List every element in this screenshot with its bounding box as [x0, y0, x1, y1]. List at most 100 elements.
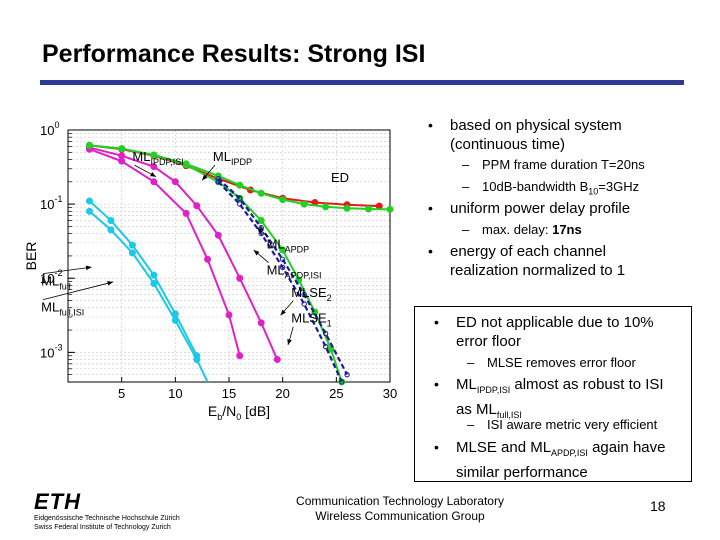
sub-frame-duration: – PPM frame duration T=20ns	[462, 157, 645, 172]
annotation-arrowhead	[202, 174, 208, 181]
series-point-ML_APDP	[343, 204, 351, 212]
bullet-text: MLSE and ML	[456, 439, 552, 456]
sub-mlse-floor: – MLSE removes error floor	[467, 355, 636, 370]
series-point-ML_APDP	[257, 189, 265, 197]
annotation-label: ED	[331, 170, 349, 185]
series-point-MLSE_1	[322, 330, 329, 337]
series-point-ML_IPDP	[225, 311, 233, 319]
series-point-ML_IPDP	[204, 255, 212, 263]
bullet-ed: • ED not applicable due to 10% error floo…	[434, 314, 654, 350]
annotation-label: MLIPDP	[213, 149, 252, 167]
page-number: 18	[650, 498, 666, 514]
sub-text: =3GHz	[598, 179, 640, 194]
bullet-power-delay: • uniform power delay profile	[428, 200, 631, 217]
series-point-ML_IPDP	[182, 209, 190, 217]
annotation-label: MLAPDP	[267, 237, 310, 255]
annotation-arrow	[43, 266, 92, 275]
subscript: IPDP,ISI	[476, 385, 511, 395]
series-point-MLSE_2	[237, 201, 243, 207]
series-point-ML_full,ISI	[150, 271, 158, 279]
bullet-text: ML	[456, 376, 477, 393]
series-point-ML_full	[85, 207, 93, 215]
series-point-ML_APDP	[386, 205, 394, 213]
bullet-text: again have similar performance	[456, 439, 666, 481]
series-point-ML_APDP,ISI	[257, 217, 265, 225]
annotation-arrowhead	[280, 309, 286, 316]
series-point-MLSE_1	[237, 195, 243, 201]
logo-line-2: Swiss Federal Institute of Technology Zu…	[34, 524, 171, 531]
series-point-ML_IPDP,ISI	[273, 356, 281, 364]
y-tick-label: 100	[40, 120, 59, 138]
annotation-arrow	[43, 281, 114, 300]
series-point-ML_APDP	[300, 200, 308, 208]
series-point-ML_full	[150, 279, 158, 287]
series-point-ML_full,ISI	[107, 217, 115, 225]
x-tick-label: 10	[168, 386, 182, 401]
series-point-MLSE_1	[301, 291, 307, 298]
series-point-MLSE_2	[322, 343, 329, 350]
bullet-text: uniform power delay profile	[450, 200, 631, 217]
sub-text: MLSE removes error floor	[487, 355, 636, 370]
annotation-label: MLSE2	[291, 285, 331, 303]
series-point-ML_APDP,ISI	[118, 145, 126, 153]
sub-text: max. delay:	[482, 222, 553, 237]
logo-mark: ETH	[34, 489, 81, 514]
slide-title: Performance Results: Strong ISI	[42, 40, 426, 68]
series-point-ML_APDP,ISI	[279, 246, 287, 254]
x-tick-label: 30	[383, 386, 397, 401]
bullet-mlse: • MLSE and MLAPDP,ISI again have similar …	[434, 439, 666, 481]
sub-text-bold: 17ns	[552, 222, 582, 237]
series-point-MLSE_2	[339, 379, 345, 385]
series-point-MLSE_2	[301, 301, 307, 307]
series-point-ML_IPDP,ISI	[118, 152, 126, 160]
annotation-label: MLfull	[41, 274, 71, 292]
annotation-arrowhead	[107, 281, 114, 286]
footer: Communication Technology Laboratory Wire…	[250, 494, 550, 524]
y-tick-label: 10-1	[40, 194, 62, 212]
series-point-ML_APDP	[279, 196, 287, 204]
logo-line-1: Eidgenössische Technische Hochschule Zür…	[34, 515, 180, 522]
subscript: 10	[588, 186, 599, 197]
annotation-label: MLSE1	[291, 311, 331, 329]
title-rule	[40, 80, 684, 85]
highlight-box	[414, 306, 692, 482]
sub-text: PPM frame duration T=20ns	[482, 157, 645, 172]
series-point-ML_IPDP,ISI	[257, 319, 265, 327]
series-point-ML_APDP	[236, 181, 244, 189]
annotation-arrowhead	[85, 265, 92, 271]
x-tick-label: 5	[118, 386, 125, 401]
footer-line-1: Communication Technology Laboratory	[296, 494, 504, 508]
series-point-ML_full	[128, 249, 136, 257]
series-point-ML_full,ISI	[171, 310, 179, 318]
series-point-ML_APDP,ISI	[182, 161, 190, 169]
subscript: full,ISI	[496, 410, 522, 420]
series-point-ML_APDP	[365, 205, 373, 213]
bullet-text: almost as robust to ISI as ML	[456, 376, 664, 418]
subscript: APDP,ISI	[551, 448, 588, 458]
series-point-ML_full	[107, 226, 115, 234]
series-point-ML_IPDP	[236, 352, 244, 360]
series-point-ML_IPDP	[150, 178, 158, 186]
series-point-ML_IPDP,ISI	[214, 231, 222, 239]
series-point-MLSE_1	[279, 256, 286, 263]
sub-bandwidth: –10dB-bandwidth B10=3GHz	[462, 179, 640, 197]
series-point-MLSE_1	[215, 176, 221, 182]
bullet-ipdp: • MLIPDP,ISI almost as robust to ISI as M…	[434, 376, 664, 420]
bullet-energy: • energy of each channel realization norm…	[428, 243, 626, 279]
sub-text: 10dB-bandwidth B	[482, 179, 589, 194]
sub-text: ISI aware metric very efficient	[487, 417, 658, 432]
bullet-text: energy of each channel realization norma…	[450, 243, 626, 279]
annotation-label: MLAPDP,ISI	[267, 263, 322, 281]
bullet-text: based on physical system (continuous tim…	[450, 117, 622, 153]
x-tick-label: 15	[222, 386, 236, 401]
bullet-text: ED not applicable due to 10% error floor	[456, 314, 654, 350]
series-point-ML_full,ISI	[128, 241, 136, 249]
series-point-ML_APDP	[322, 203, 330, 211]
annotation-label: MLfull,ISI	[41, 300, 84, 318]
x-axis-label: Eb/N0 [dB]	[208, 403, 270, 422]
annotation-label: MLIPDP,ISI	[132, 149, 183, 167]
y-axis-label: BER	[23, 242, 39, 271]
eth-logo: ETH Eidgenössische Technische Hochschule…	[34, 490, 180, 532]
series-point-ML_APDP,ISI	[150, 151, 158, 159]
